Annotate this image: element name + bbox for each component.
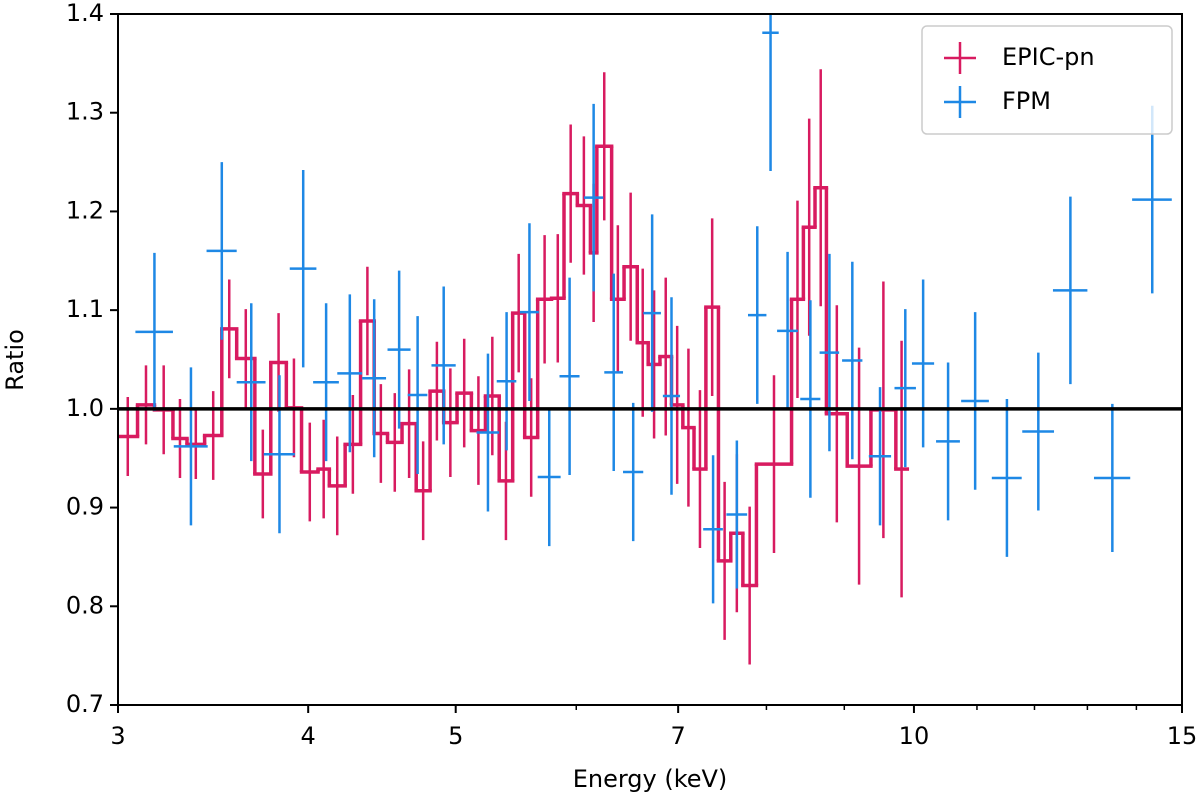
plot-area <box>118 14 1182 665</box>
y-tick-label: 0.9 <box>66 493 104 521</box>
legend-label: EPIC-pn <box>1002 43 1095 71</box>
x-tick-label: 7 <box>671 722 686 750</box>
y-tick-label: 1.2 <box>66 196 104 224</box>
x-tick-label: 15 <box>1167 722 1198 750</box>
y-tick-label: 1.1 <box>66 295 104 323</box>
legend-box <box>921 25 1173 135</box>
x-axis-label: Energy (keV) <box>573 765 728 793</box>
x-tick-label: 5 <box>448 722 463 750</box>
x-tick-label: 3 <box>110 722 125 750</box>
axes-frame <box>117 13 1183 706</box>
legend-label: FPM <box>1002 87 1051 115</box>
y-tick-label: 1.4 <box>66 0 104 27</box>
x-tick-label: 10 <box>899 722 930 750</box>
y-tick-label: 1.3 <box>66 98 104 126</box>
x-tick-label: 4 <box>301 722 316 750</box>
y-tick-label: 0.8 <box>66 591 104 619</box>
y-tick-label: 0.7 <box>66 690 104 718</box>
y-tick-label: 1.0 <box>66 394 104 422</box>
y-axis-label: Ratio <box>1 329 29 391</box>
